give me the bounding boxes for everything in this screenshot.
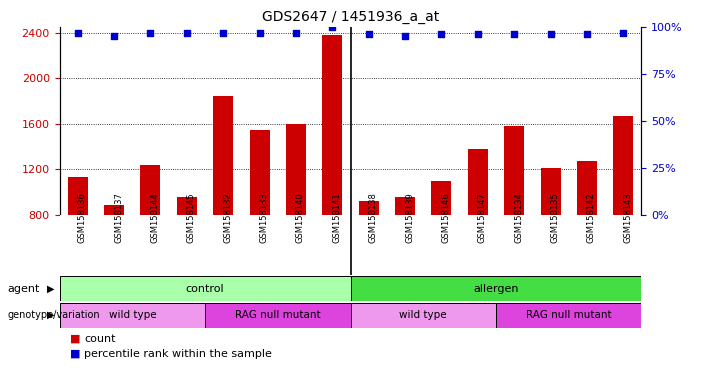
Text: GSM158132: GSM158132 — [223, 193, 232, 243]
Text: wild type: wild type — [400, 310, 447, 320]
Point — [217, 30, 229, 36]
Bar — [431, 181, 451, 215]
Text: percentile rank within the sample: percentile rank within the sample — [84, 349, 272, 359]
Bar — [577, 161, 597, 215]
Point — [436, 31, 447, 38]
Text: GSM158133: GSM158133 — [259, 193, 268, 243]
Point — [145, 30, 156, 36]
Text: GSM158141: GSM158141 — [332, 193, 341, 243]
Bar — [286, 124, 306, 215]
Text: GSM158137: GSM158137 — [114, 193, 123, 243]
Text: GSM158136: GSM158136 — [78, 193, 87, 243]
Bar — [213, 96, 233, 215]
Point — [327, 24, 338, 30]
Bar — [250, 129, 270, 215]
Bar — [205, 303, 350, 328]
Point — [72, 30, 83, 36]
Point — [618, 30, 629, 36]
Text: control: control — [186, 283, 224, 294]
Text: GSM158144: GSM158144 — [151, 193, 160, 243]
Bar — [104, 205, 124, 215]
Point — [400, 33, 411, 40]
Text: ■: ■ — [70, 334, 81, 344]
Bar — [60, 276, 350, 301]
Point — [182, 30, 193, 36]
Bar — [140, 165, 161, 215]
Point — [508, 31, 519, 38]
Bar — [68, 177, 88, 215]
Text: GSM158138: GSM158138 — [369, 193, 378, 243]
Text: GSM158142: GSM158142 — [587, 193, 596, 243]
Text: genotype/variation: genotype/variation — [7, 310, 100, 320]
Point — [363, 31, 374, 38]
Text: GSM158140: GSM158140 — [296, 193, 305, 243]
Point — [545, 31, 556, 38]
Bar — [613, 116, 633, 215]
Point — [290, 30, 301, 36]
Text: agent: agent — [7, 283, 39, 294]
Point — [254, 30, 265, 36]
Bar — [540, 168, 561, 215]
Text: RAG null mutant: RAG null mutant — [235, 310, 320, 320]
Text: allergen: allergen — [473, 283, 519, 294]
Bar — [60, 303, 205, 328]
Bar — [350, 303, 496, 328]
Text: GSM158139: GSM158139 — [405, 193, 414, 243]
Point — [472, 31, 484, 38]
Text: ▶: ▶ — [48, 283, 55, 294]
Text: count: count — [84, 334, 116, 344]
Point — [581, 31, 592, 38]
Text: GSM158146: GSM158146 — [442, 193, 451, 243]
Bar — [359, 201, 379, 215]
Text: ■: ■ — [70, 349, 81, 359]
Text: GSM158147: GSM158147 — [478, 193, 486, 243]
Text: GSM158134: GSM158134 — [514, 193, 523, 243]
Text: GSM158135: GSM158135 — [550, 193, 559, 243]
Bar — [395, 197, 415, 215]
Title: GDS2647 / 1451936_a_at: GDS2647 / 1451936_a_at — [262, 10, 439, 25]
Bar — [468, 149, 488, 215]
Bar — [504, 126, 524, 215]
Bar — [322, 35, 342, 215]
Text: GSM158145: GSM158145 — [187, 193, 196, 243]
Text: RAG null mutant: RAG null mutant — [526, 310, 611, 320]
Point — [109, 33, 120, 40]
Bar — [496, 303, 641, 328]
Bar — [177, 197, 197, 215]
Text: GSM158143: GSM158143 — [623, 193, 632, 243]
Text: wild type: wild type — [109, 310, 156, 320]
Text: ▶: ▶ — [48, 310, 55, 320]
Bar — [350, 276, 641, 301]
